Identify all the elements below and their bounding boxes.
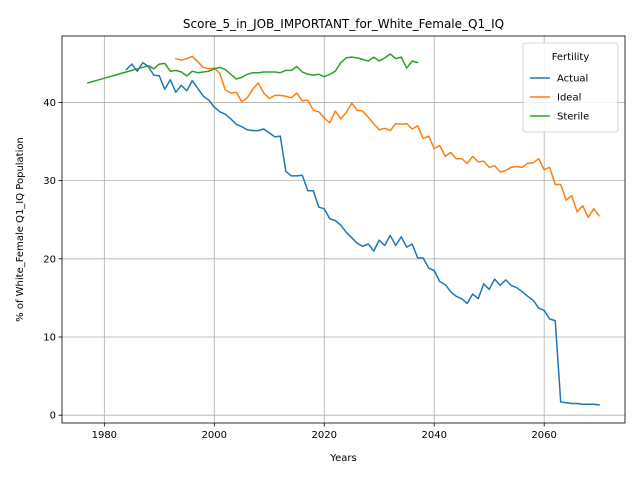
y-axis-label: % of White_Female Q1_IQ Population (15, 137, 26, 322)
y-tick-label: 40 (43, 98, 56, 109)
plot-frame (61, 35, 626, 424)
legend-label-ideal: Ideal (557, 93, 581, 104)
legend-label-sterile: Sterile (557, 112, 589, 123)
x-tick-label: 2020 (312, 430, 337, 441)
x-tick-label: 2040 (421, 430, 446, 441)
legend-label-actual: Actual (557, 74, 588, 85)
y-tick-label: 20 (43, 254, 56, 265)
x-axis-label: Years (329, 453, 356, 464)
legend-entries: Actual Ideal Sterile (530, 74, 589, 123)
x-tick-label: 2060 (531, 430, 556, 441)
axis-ticks: 1980 2000 2020 2040 2060 0 10 20 30 40 (43, 98, 557, 441)
y-tick-label: 10 (43, 333, 56, 344)
legend-box (522, 42, 619, 133)
chart-title: Score_5_in_JOB_IMPORTANT_for_White_Femal… (183, 17, 504, 31)
y-tick-label: 30 (43, 176, 56, 187)
series-lines (87, 53, 600, 406)
y-tick-label: 0 (50, 411, 56, 422)
legend-title: Fertility (552, 52, 590, 63)
series-line-sterile (87, 53, 419, 84)
x-tick-label: 2000 (202, 430, 227, 441)
series-line-ideal (175, 55, 600, 219)
x-tick-label: 1980 (92, 430, 117, 441)
series-line-actual (125, 61, 600, 406)
legend: Fertility Actual Ideal Sterile (522, 42, 619, 133)
